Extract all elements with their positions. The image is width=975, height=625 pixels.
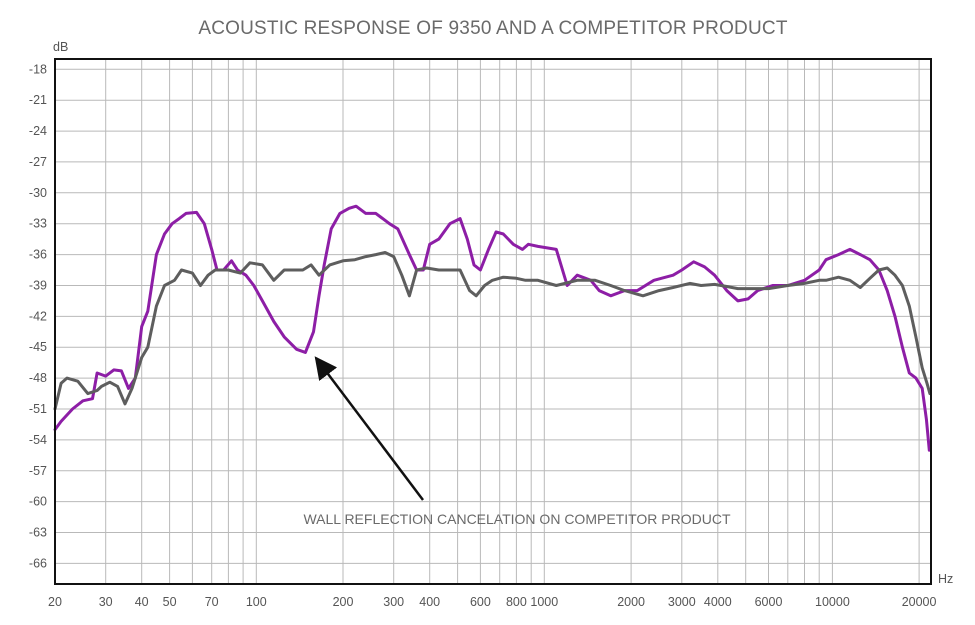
series-line-purple xyxy=(53,204,931,452)
y-tick-label: -63 xyxy=(29,526,47,540)
annotation-arrow xyxy=(314,356,424,501)
series-layer xyxy=(53,204,932,452)
x-tick-label: 4000 xyxy=(704,595,732,609)
y-tick-label: -39 xyxy=(29,279,47,293)
chart-title: ACOUSTIC RESPONSE OF 9350 AND A COMPETIT… xyxy=(198,18,787,39)
series-line-gray xyxy=(53,251,932,411)
y-axis-unit: dB xyxy=(53,40,68,54)
x-tick-label: 2000 xyxy=(617,595,645,609)
y-tick-label: -27 xyxy=(29,155,47,169)
y-tick-label: -30 xyxy=(29,186,47,200)
y-tick-label: -51 xyxy=(29,402,47,416)
x-tick-label: 40 xyxy=(135,595,149,609)
x-tick-label: 200 xyxy=(333,595,354,609)
x-axis-unit: Hz xyxy=(938,572,953,586)
y-tick-label: -66 xyxy=(29,556,47,570)
grid xyxy=(54,59,931,584)
y-tick-label: -33 xyxy=(29,217,47,231)
x-tick-label: 600 xyxy=(470,595,491,609)
x-tick-label: 50 xyxy=(163,595,177,609)
x-tick-label: 3000 xyxy=(668,595,696,609)
x-tick-label: 800 xyxy=(506,595,527,609)
x-tick-labels: 20 30 40 50 70 100 200 300 400 600 800 1000 2000 3000… xyxy=(48,595,936,609)
x-tick-label: 10000 xyxy=(815,595,850,609)
x-tick-label: 70 xyxy=(205,595,219,609)
x-tick-label: 1000 xyxy=(530,595,558,609)
y-tick-label: -42 xyxy=(29,309,47,323)
y-tick-label: -21 xyxy=(29,93,47,107)
x-tick-label: 30 xyxy=(99,595,113,609)
x-tick-label: 20000 xyxy=(902,595,937,609)
annotation-text: WALL REFLECTION CANCELATION ON COMPETITO… xyxy=(303,511,730,527)
y-tick-label: -36 xyxy=(29,248,47,262)
x-tick-label: 6000 xyxy=(755,595,783,609)
x-tick-label: 100 xyxy=(246,595,267,609)
x-tick-label: 300 xyxy=(383,595,404,609)
y-tick-label: -54 xyxy=(29,433,47,447)
y-tick-label: -45 xyxy=(29,340,47,354)
y-tick-label: -60 xyxy=(29,495,47,509)
plot-frame xyxy=(54,58,932,585)
x-tick-label: 20 xyxy=(48,595,62,609)
x-tick-label: 400 xyxy=(419,595,440,609)
y-tick-label: -48 xyxy=(29,371,47,385)
y-tick-labels: -18 -21 -24 -27 -30 -33 -36 -39 -42 -45 -48 -51 -54 -… xyxy=(29,62,47,570)
y-tick-label: -57 xyxy=(29,464,47,478)
y-tick-label: -18 xyxy=(29,62,47,76)
y-tick-label: -24 xyxy=(29,124,47,138)
